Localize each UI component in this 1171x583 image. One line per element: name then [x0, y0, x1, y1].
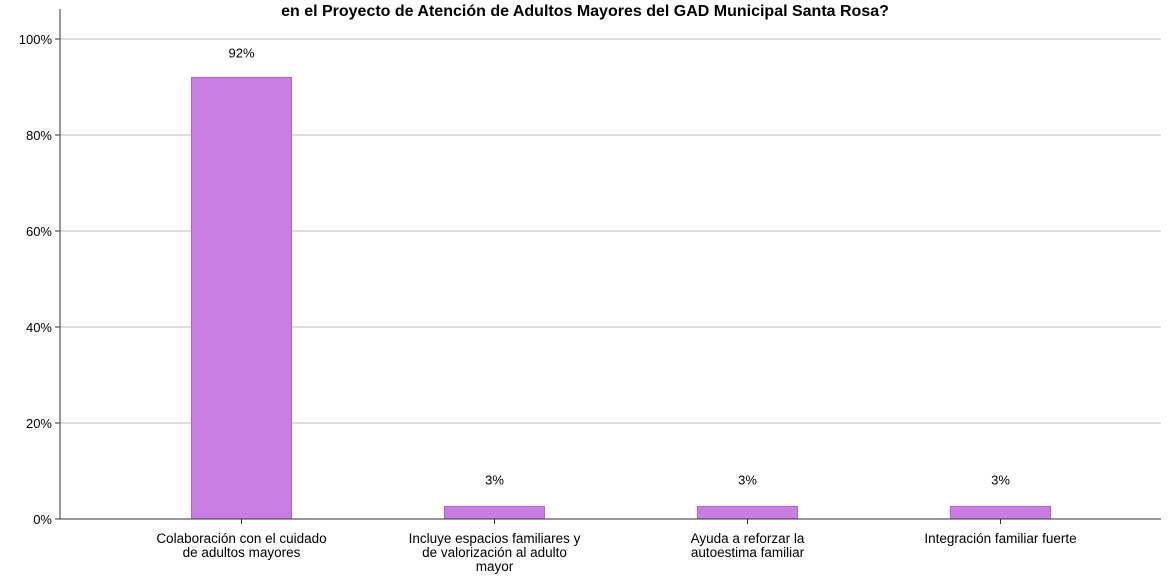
- y-tick-label: 40%: [26, 320, 52, 335]
- x-category-label: Integración familiar fuerte: [924, 531, 1076, 546]
- bar: [444, 505, 545, 520]
- data-label: 3%: [485, 472, 504, 487]
- y-tick-label: 20%: [26, 416, 52, 431]
- data-label: 92%: [228, 45, 254, 60]
- chart-title: en el Proyecto de Atención de Adultos Ma…: [281, 3, 889, 20]
- bar: [697, 505, 798, 520]
- x-category-label: Colaboración con el cuidado de adultos ma…: [156, 531, 326, 560]
- data-label: 3%: [738, 472, 757, 487]
- data-label: 3%: [991, 472, 1010, 487]
- bar: [191, 76, 292, 520]
- y-tick-label: 60%: [26, 224, 52, 239]
- x-category-label: Ayuda a reforzar la autoestima familiar: [691, 531, 805, 560]
- y-tick-label: 80%: [26, 128, 52, 143]
- bar: [950, 505, 1051, 520]
- bars: [191, 76, 1051, 520]
- axes: [55, 9, 1161, 524]
- labels: 0% 20% 40% 60% 80% 100% 92% Colaboración con el…: [19, 32, 1077, 574]
- y-tick-label: 0%: [33, 512, 52, 527]
- x-category-label: Incluye espacios familiares y de valoriza…: [409, 531, 581, 574]
- y-tick-label: 100%: [19, 32, 53, 47]
